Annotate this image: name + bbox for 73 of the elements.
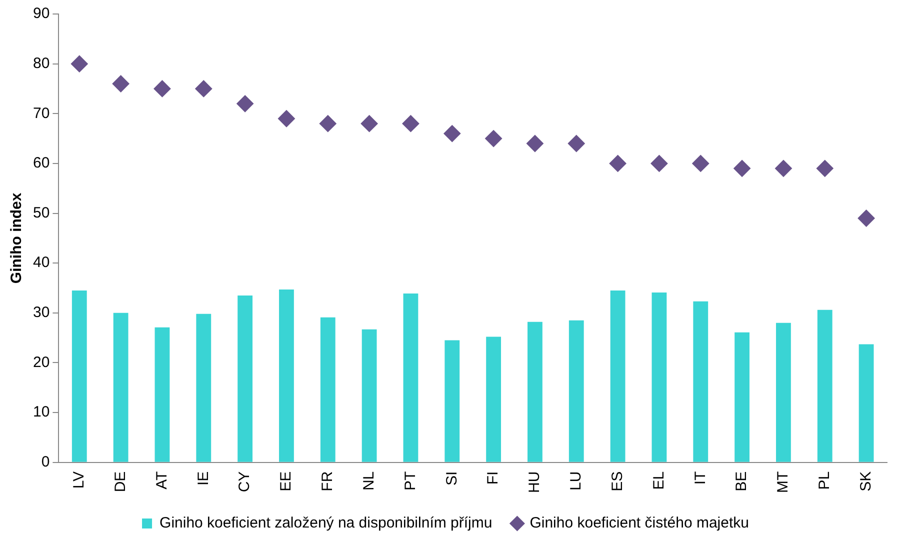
x-tick-label: IE bbox=[194, 471, 212, 486]
x-tick-label: HU bbox=[526, 471, 544, 494]
x-tick-label: FR bbox=[319, 471, 336, 492]
point bbox=[319, 115, 336, 132]
y-tick-label: 20 bbox=[32, 354, 50, 371]
point bbox=[444, 125, 461, 142]
y-tick-label: 10 bbox=[32, 404, 50, 421]
point bbox=[609, 154, 626, 172]
x-tick-label: EL bbox=[650, 471, 668, 490]
bar bbox=[279, 289, 294, 462]
point bbox=[70, 55, 88, 72]
bar bbox=[858, 344, 874, 462]
bar bbox=[154, 327, 170, 462]
point bbox=[195, 80, 212, 98]
x-tick-label: PL bbox=[816, 471, 834, 490]
bar bbox=[196, 314, 212, 462]
point bbox=[858, 210, 875, 227]
point bbox=[485, 130, 502, 148]
point bbox=[568, 135, 585, 152]
y-tick-label: 0 bbox=[41, 453, 50, 470]
bar bbox=[444, 340, 460, 462]
point bbox=[774, 160, 792, 177]
bar bbox=[693, 301, 708, 462]
y-axis-title: Giniho index bbox=[8, 192, 26, 284]
y-tick-label: 50 bbox=[32, 204, 50, 222]
bar bbox=[568, 320, 584, 462]
x-tick-label: LU bbox=[568, 471, 585, 491]
y-tick-label: 30 bbox=[32, 304, 50, 322]
bar bbox=[486, 336, 502, 462]
x-tick-label: FI bbox=[484, 471, 502, 485]
x-tick-label: MT bbox=[774, 471, 792, 494]
bar bbox=[320, 317, 336, 462]
point bbox=[154, 80, 171, 98]
bar bbox=[734, 332, 750, 462]
bar bbox=[362, 329, 377, 462]
bar bbox=[72, 290, 87, 462]
bar bbox=[113, 312, 128, 462]
point bbox=[734, 160, 751, 177]
point bbox=[278, 110, 295, 128]
y-tick-label: 60 bbox=[32, 154, 50, 172]
legend-label: Giniho koeficient čistého majetku bbox=[530, 514, 749, 532]
point bbox=[526, 135, 544, 152]
point bbox=[236, 95, 254, 112]
point bbox=[360, 115, 378, 132]
x-tick-label: DE bbox=[112, 471, 129, 492]
y-tick-label: 40 bbox=[32, 254, 50, 272]
x-tick-label: IT bbox=[692, 471, 709, 485]
point bbox=[692, 154, 710, 172]
point bbox=[402, 115, 420, 132]
x-tick-label: PT bbox=[402, 471, 419, 491]
x-tick-label: BE bbox=[733, 471, 750, 492]
y-tick-label: 80 bbox=[32, 54, 50, 72]
x-tick-label: AT bbox=[153, 471, 170, 490]
bar bbox=[403, 293, 418, 462]
bar bbox=[652, 292, 667, 462]
bar bbox=[776, 322, 791, 462]
point bbox=[650, 154, 668, 172]
x-tick-label: CY bbox=[236, 471, 254, 492]
bar bbox=[817, 310, 832, 462]
x-tick-label: LV bbox=[70, 471, 88, 489]
bar bbox=[528, 322, 542, 462]
legend-label: Giniho koeficient založený na disponibilním příjmu bbox=[160, 514, 492, 532]
bar bbox=[238, 295, 253, 462]
x-tick-label: ES bbox=[608, 471, 626, 492]
x-tick-label: NL bbox=[360, 471, 378, 491]
x-tick-label: SI bbox=[443, 471, 460, 486]
x-tick-label: SK bbox=[857, 471, 874, 492]
x-tick-label: EE bbox=[278, 471, 295, 492]
bar bbox=[610, 290, 626, 462]
y-tick-label: 90 bbox=[32, 5, 50, 22]
point bbox=[816, 160, 834, 177]
point bbox=[112, 75, 130, 92]
y-tick-label: 70 bbox=[32, 104, 50, 122]
